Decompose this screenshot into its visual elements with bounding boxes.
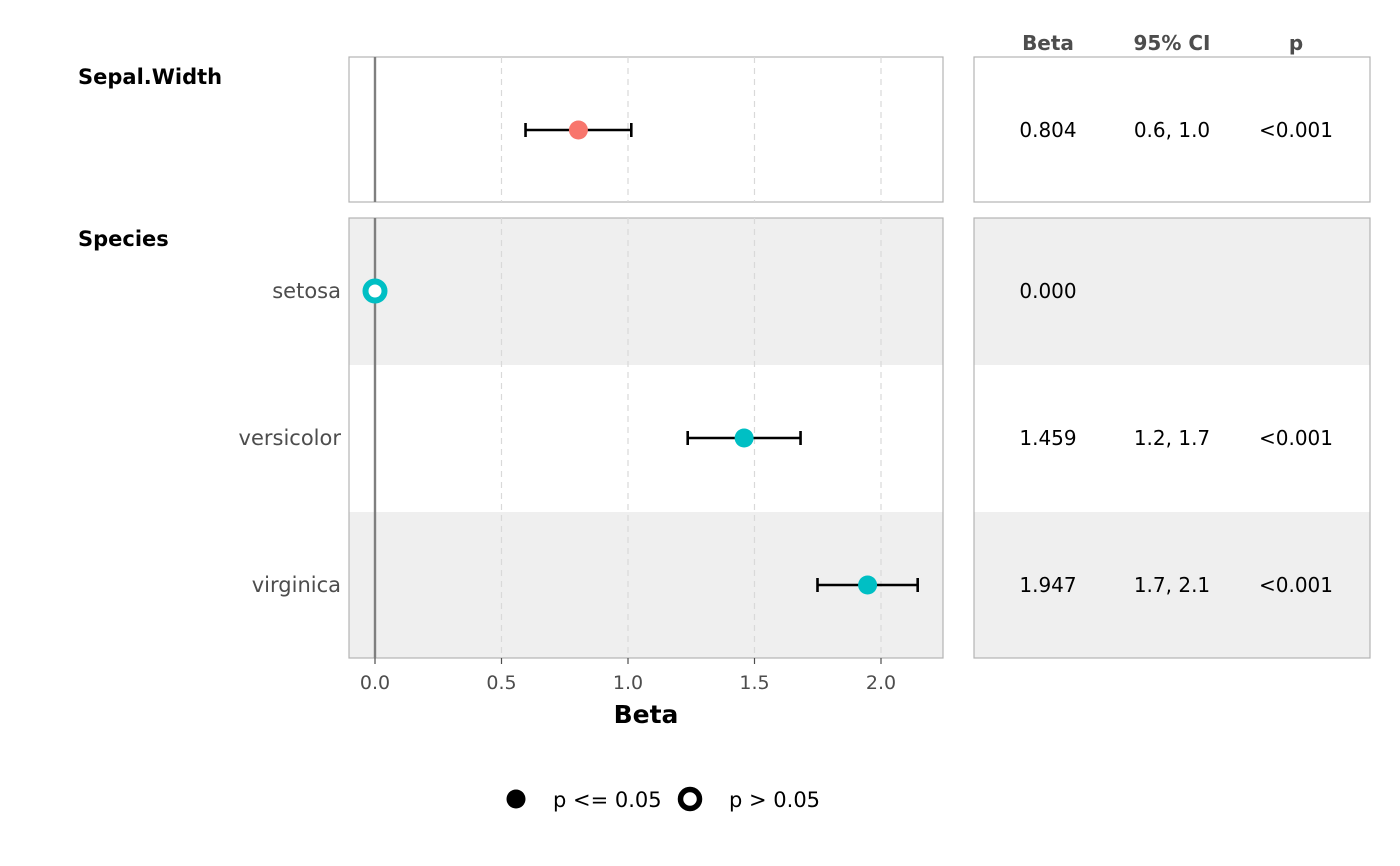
legend-filled-marker xyxy=(506,789,526,809)
table-header: Beta xyxy=(1022,31,1074,55)
data-marks xyxy=(362,120,919,812)
row-band xyxy=(349,218,943,365)
table-ci-value: 0.6, 1.0 xyxy=(1134,118,1210,142)
row-label: virginica xyxy=(252,573,341,597)
text-labels: Sepal.Width 0.804 0.6, 1.0 <0.001 Species set… xyxy=(78,31,1333,812)
table-beta-value: 1.459 xyxy=(1019,426,1076,450)
table-row-band xyxy=(974,512,1370,658)
legend-label: p > 0.05 xyxy=(729,788,820,812)
table-ci-value: 1.2, 1.7 xyxy=(1134,426,1210,450)
row-label: setosa xyxy=(272,279,341,303)
panels xyxy=(348,56,1371,659)
x-tick-label: 0.5 xyxy=(486,672,516,694)
table-beta-value: 1.947 xyxy=(1019,573,1076,597)
table-panel-border xyxy=(973,217,1371,659)
estimate-point xyxy=(858,575,878,595)
row-label: versicolor xyxy=(239,426,342,450)
table-p-value: <0.001 xyxy=(1259,426,1333,450)
table-row-band xyxy=(974,218,1370,365)
group-label: Sepal.Width xyxy=(78,65,222,89)
table-p-value: <0.001 xyxy=(1259,573,1333,597)
x-tick-label: 0.0 xyxy=(360,672,390,694)
estimate-point-open xyxy=(362,278,388,304)
table-beta-value: 0.000 xyxy=(1019,279,1076,303)
table-ci-value: 1.7, 2.1 xyxy=(1134,573,1210,597)
plot-panel-border xyxy=(348,217,944,659)
table-p-value: <0.001 xyxy=(1259,118,1333,142)
plot-panel-border xyxy=(348,56,944,203)
table-header: p xyxy=(1289,31,1303,55)
x-tick-label: 1.5 xyxy=(739,672,769,694)
legend-label: p <= 0.05 xyxy=(553,788,662,812)
group-label: Species xyxy=(78,227,169,251)
legend-open-marker xyxy=(677,786,703,812)
x-tick-label: 2.0 xyxy=(866,672,896,694)
estimate-point xyxy=(568,120,588,140)
x-axis-title: Beta xyxy=(614,700,679,729)
estimate-point xyxy=(734,428,754,448)
table-panel-border xyxy=(973,56,1371,203)
x-tick-label: 1.0 xyxy=(613,672,643,694)
table-beta-value: 0.804 xyxy=(1019,118,1076,142)
table-header: 95% CI xyxy=(1134,31,1211,55)
